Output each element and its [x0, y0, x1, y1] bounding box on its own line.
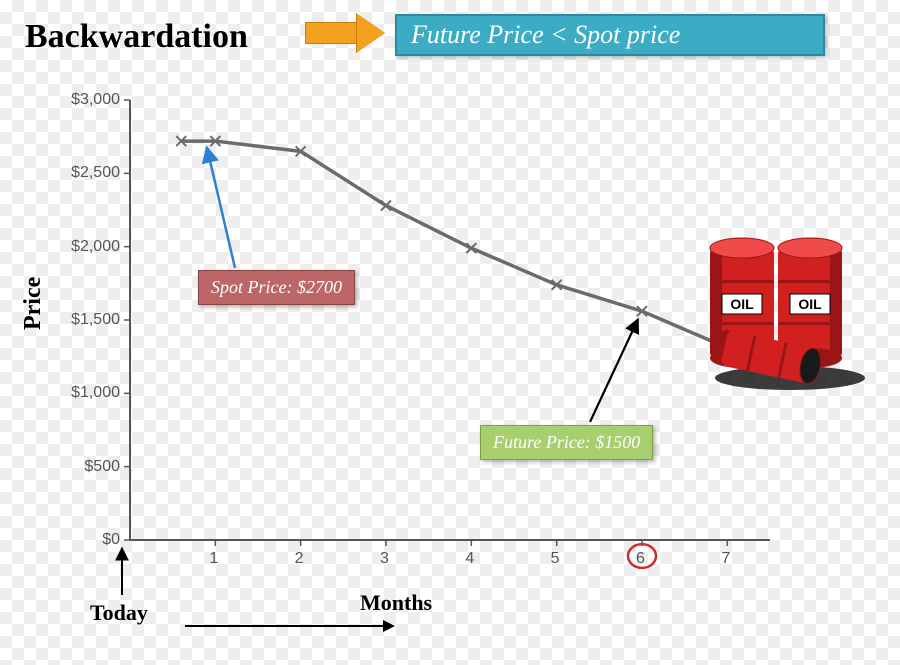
- future-price-callout: Future Price: $1500: [480, 425, 653, 460]
- definition-badge: Future Price < Spot price: [395, 14, 825, 56]
- time-direction-arrow: [185, 625, 385, 627]
- y-tick-label: $3,000: [50, 91, 120, 109]
- y-tick-label: $2,500: [50, 164, 120, 182]
- y-axis-label: Price: [20, 277, 47, 330]
- price-chart: Price Months Today Spot Price: $2700 Fut…: [30, 80, 830, 600]
- implies-arrow: [305, 22, 357, 44]
- x-tick-label: 3: [380, 550, 389, 568]
- oil-label: OIL: [730, 296, 754, 312]
- y-tick-label: $1,500: [50, 311, 120, 329]
- x-tick-label: 4: [465, 550, 474, 568]
- x-tick-label: 7: [721, 550, 730, 568]
- oil-barrels-icon: OIL OIL: [680, 220, 880, 405]
- y-tick-label: $500: [50, 458, 120, 476]
- y-tick-label: $0: [50, 531, 120, 549]
- y-tick-label: $2,000: [50, 238, 120, 256]
- x-tick-label: 1: [209, 550, 218, 568]
- x-tick-label: 6: [636, 550, 645, 568]
- x-axis-label: Months: [360, 590, 432, 616]
- x-tick-label: 2: [295, 550, 304, 568]
- page-title: Backwardation: [25, 18, 248, 56]
- x-tick-label: 5: [551, 550, 560, 568]
- spot-price-callout: Spot Price: $2700: [198, 270, 355, 305]
- today-label: Today: [90, 600, 148, 626]
- y-tick-label: $1,000: [50, 384, 120, 402]
- oil-label: OIL: [798, 296, 822, 312]
